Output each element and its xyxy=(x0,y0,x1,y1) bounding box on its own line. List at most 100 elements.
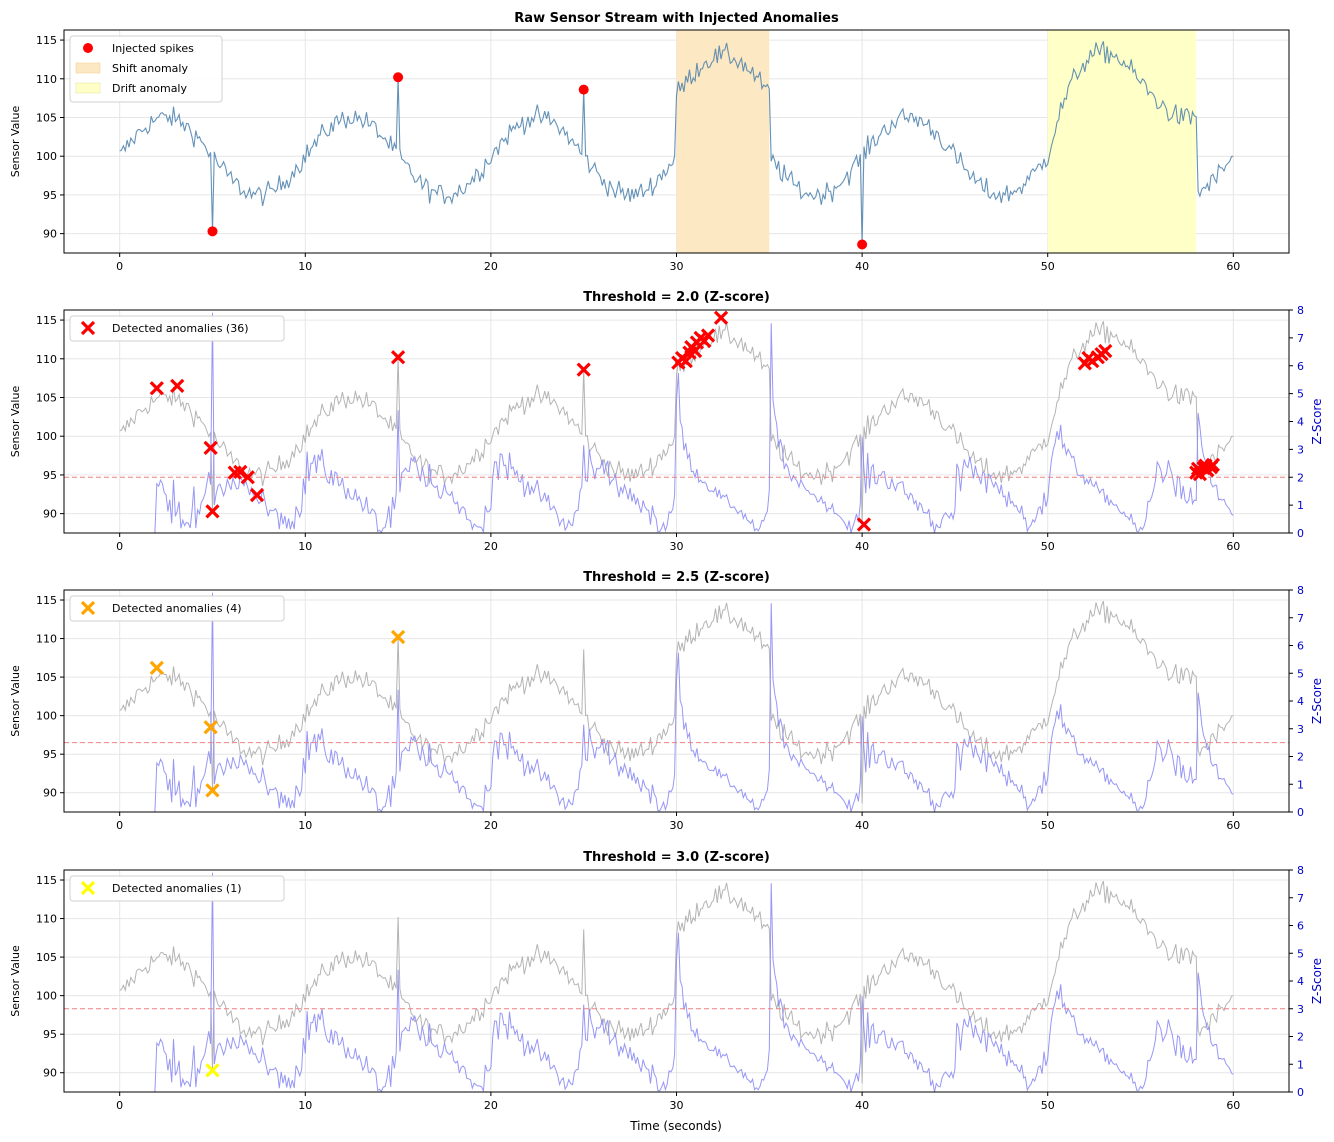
zscore-line xyxy=(119,592,1234,813)
sensor-line xyxy=(119,321,1234,525)
legend-label: Detected anomalies (1) xyxy=(112,882,242,895)
x-tick-label: 40 xyxy=(855,260,869,273)
spike-point xyxy=(207,226,218,237)
detected-anomaly-marker xyxy=(149,381,164,396)
y2-tick-label: 8 xyxy=(1297,584,1304,597)
y-tick-label: 115 xyxy=(36,874,57,887)
y2-tick-label: 8 xyxy=(1297,304,1304,317)
y2-tick-label: 5 xyxy=(1297,667,1304,680)
y2-tick-label: 7 xyxy=(1297,612,1304,625)
x-tick-label: 50 xyxy=(1041,540,1055,553)
y-tick-label: 95 xyxy=(43,469,57,482)
y2-axis-label: Z-Score xyxy=(1310,958,1324,1004)
x-tick-label: 40 xyxy=(855,819,869,832)
x-tick-label: 50 xyxy=(1041,260,1055,273)
detected-anomaly-marker xyxy=(1205,457,1221,472)
y2-tick-label: 1 xyxy=(1297,1058,1304,1071)
legend-box xyxy=(69,875,285,902)
y-tick-label: 110 xyxy=(36,353,57,366)
detected-anomaly-marker xyxy=(1098,343,1113,359)
panel-title: Threshold = 2.5 (Z-score) xyxy=(583,570,770,585)
y-tick-label: 90 xyxy=(43,228,57,241)
legend-label: Drift anomaly xyxy=(112,82,187,95)
y-axis-label: Sensor Value xyxy=(9,665,22,737)
shift-region xyxy=(676,30,770,253)
x-tick-label: 10 xyxy=(298,819,312,832)
panel-title: Raw Sensor Stream with Injected Anomalie… xyxy=(514,11,839,26)
y-tick-label: 90 xyxy=(43,1067,57,1080)
y-tick-label: 100 xyxy=(36,150,57,163)
y2-axis-label: Z-Score xyxy=(1310,678,1324,724)
detected-anomaly-marker xyxy=(205,504,220,519)
x-tick-label: 20 xyxy=(484,1099,498,1112)
legend-marker-swatch xyxy=(80,320,96,336)
y-tick-label: 110 xyxy=(36,633,57,646)
y2-tick-label: 1 xyxy=(1297,499,1304,512)
y2-tick-label: 5 xyxy=(1297,947,1304,960)
legend-box xyxy=(69,35,223,103)
y2-tick-label: 2 xyxy=(1297,751,1304,764)
spike-point xyxy=(393,72,404,83)
sensor-line xyxy=(119,881,1234,1084)
x-tick-label: 40 xyxy=(855,1099,869,1112)
y-tick-label: 100 xyxy=(36,710,57,723)
detected-anomaly-marker xyxy=(203,440,218,455)
y2-tick-label: 8 xyxy=(1297,864,1304,877)
y2-tick-label: 2 xyxy=(1297,1031,1304,1044)
legend: Detected anomalies (4) xyxy=(69,595,285,622)
y-axis-label: Sensor Value xyxy=(9,386,22,458)
y2-tick-label: 0 xyxy=(1297,806,1304,819)
y-tick-label: 110 xyxy=(36,913,57,926)
y2-tick-label: 6 xyxy=(1297,360,1304,373)
legend-label: Detected anomalies (4) xyxy=(112,602,242,615)
y-tick-label: 105 xyxy=(36,391,57,404)
y-axis-label: Sensor Value xyxy=(9,106,22,178)
sensor-line xyxy=(119,41,1234,245)
detected-anomaly-marker xyxy=(390,350,406,365)
y2-tick-label: 6 xyxy=(1297,920,1304,933)
y2-tick-label: 0 xyxy=(1297,527,1304,540)
y2-tick-label: 6 xyxy=(1297,640,1304,653)
legend-label: Shift anomaly xyxy=(112,62,188,75)
legend-label: Injected spikes xyxy=(112,42,194,55)
x-tick-label: 60 xyxy=(1226,540,1240,553)
x-tick-label: 40 xyxy=(855,540,869,553)
x-tick-label: 0 xyxy=(116,540,123,553)
y2-tick-label: 4 xyxy=(1297,416,1304,429)
y-tick-label: 95 xyxy=(43,189,57,202)
spike-point xyxy=(857,239,868,250)
x-tick-label: 30 xyxy=(670,1099,684,1112)
detected-anomaly-marker xyxy=(390,629,406,645)
y2-tick-label: 3 xyxy=(1297,1003,1304,1016)
detected-anomaly-marker xyxy=(856,517,872,532)
x-tick-label: 0 xyxy=(116,1099,123,1112)
gridlines xyxy=(64,870,1289,1092)
y-tick-label: 90 xyxy=(43,787,57,800)
y2-tick-label: 7 xyxy=(1297,892,1304,905)
spike-point xyxy=(578,84,589,95)
x-tick-label: 10 xyxy=(298,540,312,553)
x-tick-label: 50 xyxy=(1041,819,1055,832)
y-tick-label: 115 xyxy=(36,314,57,327)
legend-box xyxy=(69,315,285,342)
detected-anomaly-marker xyxy=(149,660,164,675)
legend-shift-swatch xyxy=(75,62,101,74)
y2-tick-label: 5 xyxy=(1297,388,1304,401)
y2-tick-label: 4 xyxy=(1297,975,1304,988)
legend-marker-swatch xyxy=(80,600,96,616)
y-tick-label: 95 xyxy=(43,1028,57,1041)
y-tick-label: 105 xyxy=(36,951,57,964)
detected-anomaly-marker xyxy=(205,783,220,798)
panel-1: 0 10 20 30 40 50 60 90 95 100 105 110 115 Sensor Valu… xyxy=(9,11,1290,273)
y2-tick-label: 4 xyxy=(1297,695,1304,708)
drift-region xyxy=(1047,30,1197,253)
x-tick-label: 20 xyxy=(484,819,498,832)
legend: Detected anomalies (1) xyxy=(69,875,285,902)
detected-anomaly-marker xyxy=(203,720,218,735)
x-axis-label: Time (seconds) xyxy=(629,1119,722,1133)
y-tick-label: 100 xyxy=(36,430,57,443)
y-tick-label: 95 xyxy=(43,748,57,761)
